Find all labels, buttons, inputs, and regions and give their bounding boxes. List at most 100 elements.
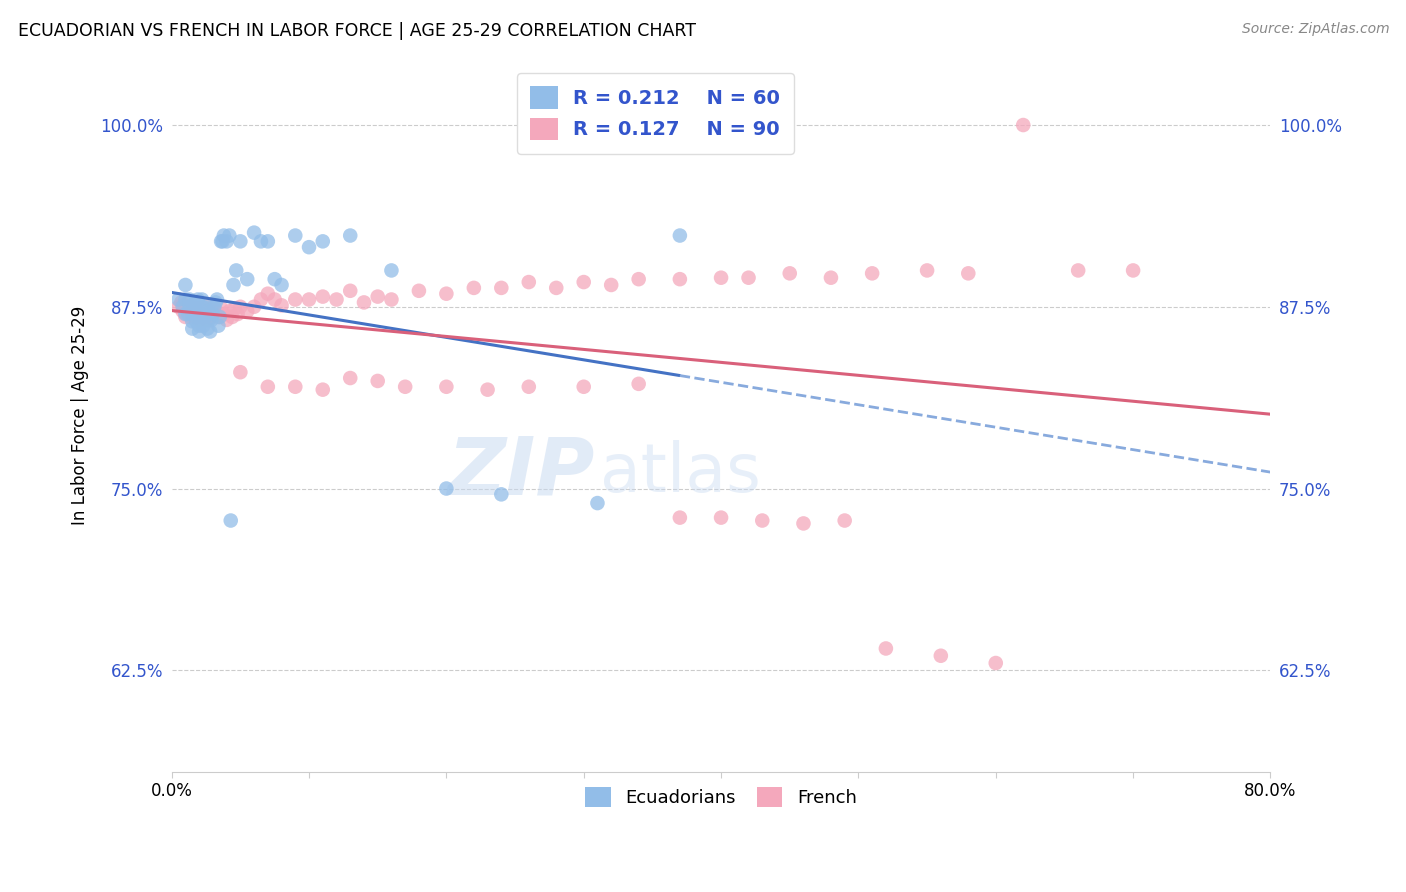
Point — [408, 284, 430, 298]
Point — [181, 307, 204, 321]
Point — [200, 313, 222, 327]
Point — [195, 301, 218, 316]
Point — [190, 310, 212, 324]
Point — [669, 228, 692, 243]
Point — [209, 301, 232, 316]
Point — [250, 293, 273, 307]
Point — [229, 300, 252, 314]
Point — [226, 307, 249, 321]
Point — [984, 656, 1007, 670]
Point — [180, 310, 202, 324]
Point — [212, 228, 235, 243]
Point — [167, 300, 190, 314]
Point — [179, 300, 201, 314]
Point — [170, 295, 193, 310]
Point — [284, 293, 307, 307]
Point — [710, 510, 733, 524]
Point — [174, 293, 197, 307]
Point — [187, 293, 209, 307]
Point — [225, 263, 247, 277]
Point — [186, 314, 208, 328]
Point — [710, 270, 733, 285]
Point — [204, 295, 226, 310]
Point — [207, 318, 229, 333]
Point — [186, 310, 208, 324]
Point — [205, 293, 228, 307]
Point — [256, 286, 278, 301]
Point — [256, 380, 278, 394]
Point — [207, 310, 229, 324]
Point — [434, 380, 457, 394]
Point — [792, 516, 814, 531]
Point — [215, 235, 238, 249]
Point — [224, 301, 246, 316]
Text: atlas: atlas — [600, 440, 761, 506]
Point — [188, 318, 211, 333]
Point — [477, 383, 499, 397]
Point — [270, 277, 292, 292]
Point — [191, 301, 214, 316]
Point — [184, 295, 207, 310]
Point — [229, 365, 252, 379]
Point — [463, 281, 485, 295]
Point — [353, 295, 375, 310]
Point — [517, 380, 540, 394]
Point — [1122, 263, 1144, 277]
Point — [860, 266, 883, 280]
Point — [434, 482, 457, 496]
Point — [394, 380, 416, 394]
Point — [172, 300, 194, 314]
Point — [915, 263, 938, 277]
Point — [312, 383, 335, 397]
Point — [197, 313, 219, 327]
Point — [187, 301, 209, 316]
Point — [167, 293, 190, 307]
Point — [270, 298, 292, 312]
Point — [284, 380, 307, 394]
Point — [219, 514, 242, 528]
Point — [737, 270, 759, 285]
Point — [183, 300, 205, 314]
Point — [202, 300, 225, 314]
Point — [627, 272, 650, 286]
Point — [875, 641, 897, 656]
Point — [198, 310, 221, 324]
Point — [212, 307, 235, 321]
Point — [367, 374, 389, 388]
Point — [229, 235, 252, 249]
Point — [572, 275, 595, 289]
Point — [434, 286, 457, 301]
Point — [834, 514, 856, 528]
Point — [188, 313, 211, 327]
Point — [1012, 118, 1035, 132]
Point — [201, 307, 224, 321]
Point — [197, 304, 219, 318]
Point — [256, 235, 278, 249]
Point — [669, 510, 692, 524]
Point — [820, 270, 842, 285]
Point — [517, 275, 540, 289]
Point — [298, 293, 321, 307]
Point — [177, 304, 200, 318]
Point — [174, 310, 197, 324]
Point — [208, 310, 231, 324]
Point — [193, 310, 215, 324]
Point — [179, 293, 201, 307]
Legend: Ecuadorians, French: Ecuadorians, French — [576, 778, 866, 816]
Point — [194, 304, 217, 318]
Point — [179, 300, 201, 314]
Point — [284, 228, 307, 243]
Point — [243, 300, 266, 314]
Point — [546, 281, 568, 295]
Point — [198, 325, 221, 339]
Point — [929, 648, 952, 663]
Point — [312, 235, 335, 249]
Point — [197, 313, 219, 327]
Point — [209, 235, 232, 249]
Point — [600, 277, 623, 292]
Point — [183, 300, 205, 314]
Point — [173, 298, 195, 312]
Point — [211, 235, 233, 249]
Point — [243, 226, 266, 240]
Point — [339, 228, 361, 243]
